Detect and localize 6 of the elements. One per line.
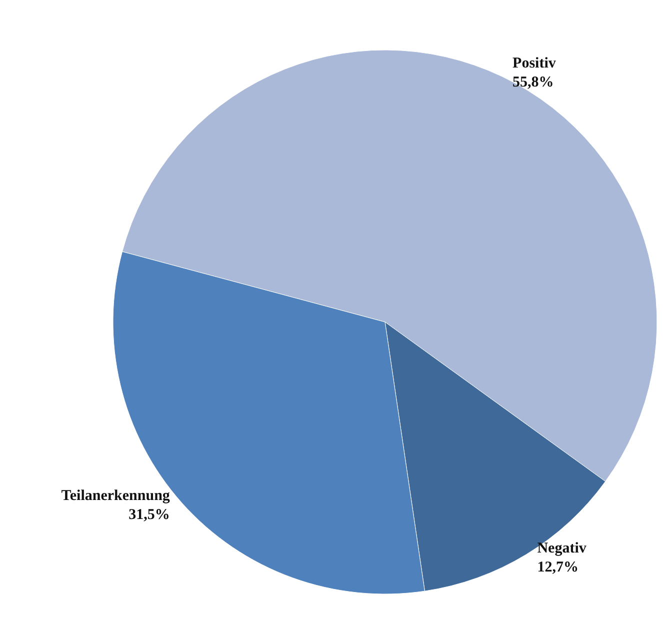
slice-label: Negativ: [537, 540, 587, 556]
slice-label: Teilanerkennung: [61, 488, 170, 504]
data-label: 55,8%: [512, 74, 554, 90]
data-label: 31,5%: [128, 507, 170, 524]
slice-label: Positiv: [512, 55, 556, 72]
data-label: 12,7%: [537, 559, 578, 576]
